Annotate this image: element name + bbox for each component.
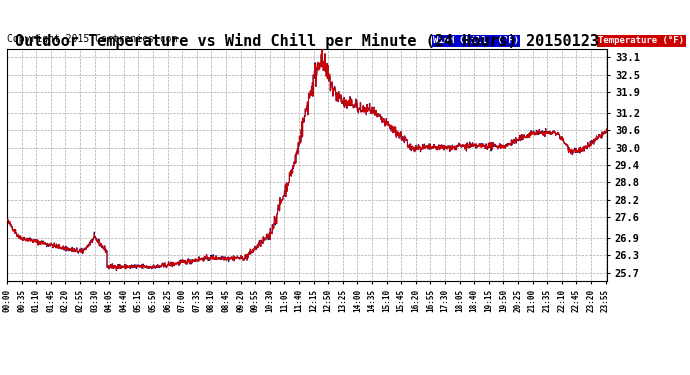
Text: Temperature (°F): Temperature (°F) bbox=[598, 36, 684, 45]
Title: Outdoor Temperature vs Wind Chill per Minute (24 Hours) 20150123: Outdoor Temperature vs Wind Chill per Mi… bbox=[15, 33, 599, 49]
Text: Wind Chill  (°F): Wind Chill (°F) bbox=[433, 36, 519, 45]
Text: Copyright 2015 Cartronics.com: Copyright 2015 Cartronics.com bbox=[7, 34, 177, 44]
